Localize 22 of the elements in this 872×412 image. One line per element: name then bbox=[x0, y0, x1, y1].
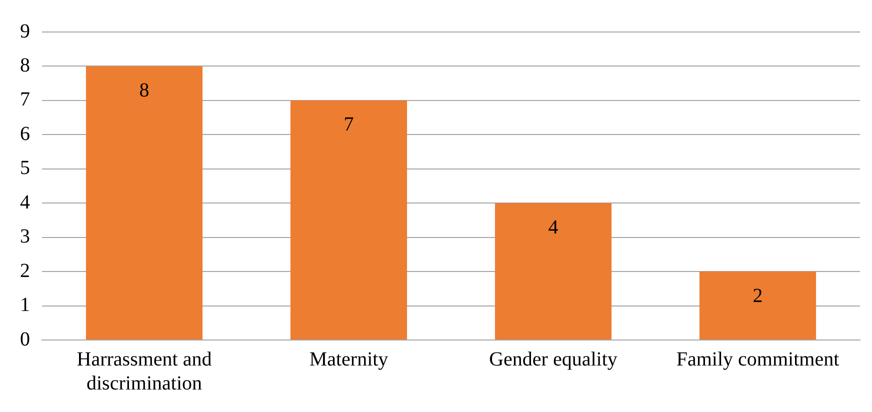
bar bbox=[290, 100, 408, 340]
y-tick-label: 2 bbox=[20, 260, 30, 282]
bar bbox=[86, 66, 203, 340]
y-tick-label: 0 bbox=[20, 328, 30, 350]
x-tick-label: Gender equality bbox=[489, 348, 618, 370]
data-label: 8 bbox=[139, 79, 150, 102]
y-tick-label: 6 bbox=[20, 122, 30, 145]
y-tick-label: 1 bbox=[20, 294, 30, 316]
data-label: 4 bbox=[548, 216, 558, 238]
y-tick-label: 7 bbox=[20, 88, 30, 111]
x-tick-label: Maternity bbox=[309, 348, 388, 370]
y-tick-label: 9 bbox=[20, 20, 30, 42]
data-label: 2 bbox=[752, 284, 763, 307]
x-tick-label: Family commitment bbox=[676, 348, 840, 370]
y-tick-label: 8 bbox=[20, 54, 30, 76]
y-tick-label: 5 bbox=[20, 157, 30, 180]
x-tick-label: Harrassment and discrimination bbox=[76, 348, 212, 394]
data-label: 7 bbox=[344, 114, 354, 136]
bar bbox=[494, 203, 612, 340]
y-tick-label: 4 bbox=[20, 191, 30, 214]
bar bbox=[699, 272, 816, 340]
y-tick-label: 3 bbox=[20, 226, 30, 248]
